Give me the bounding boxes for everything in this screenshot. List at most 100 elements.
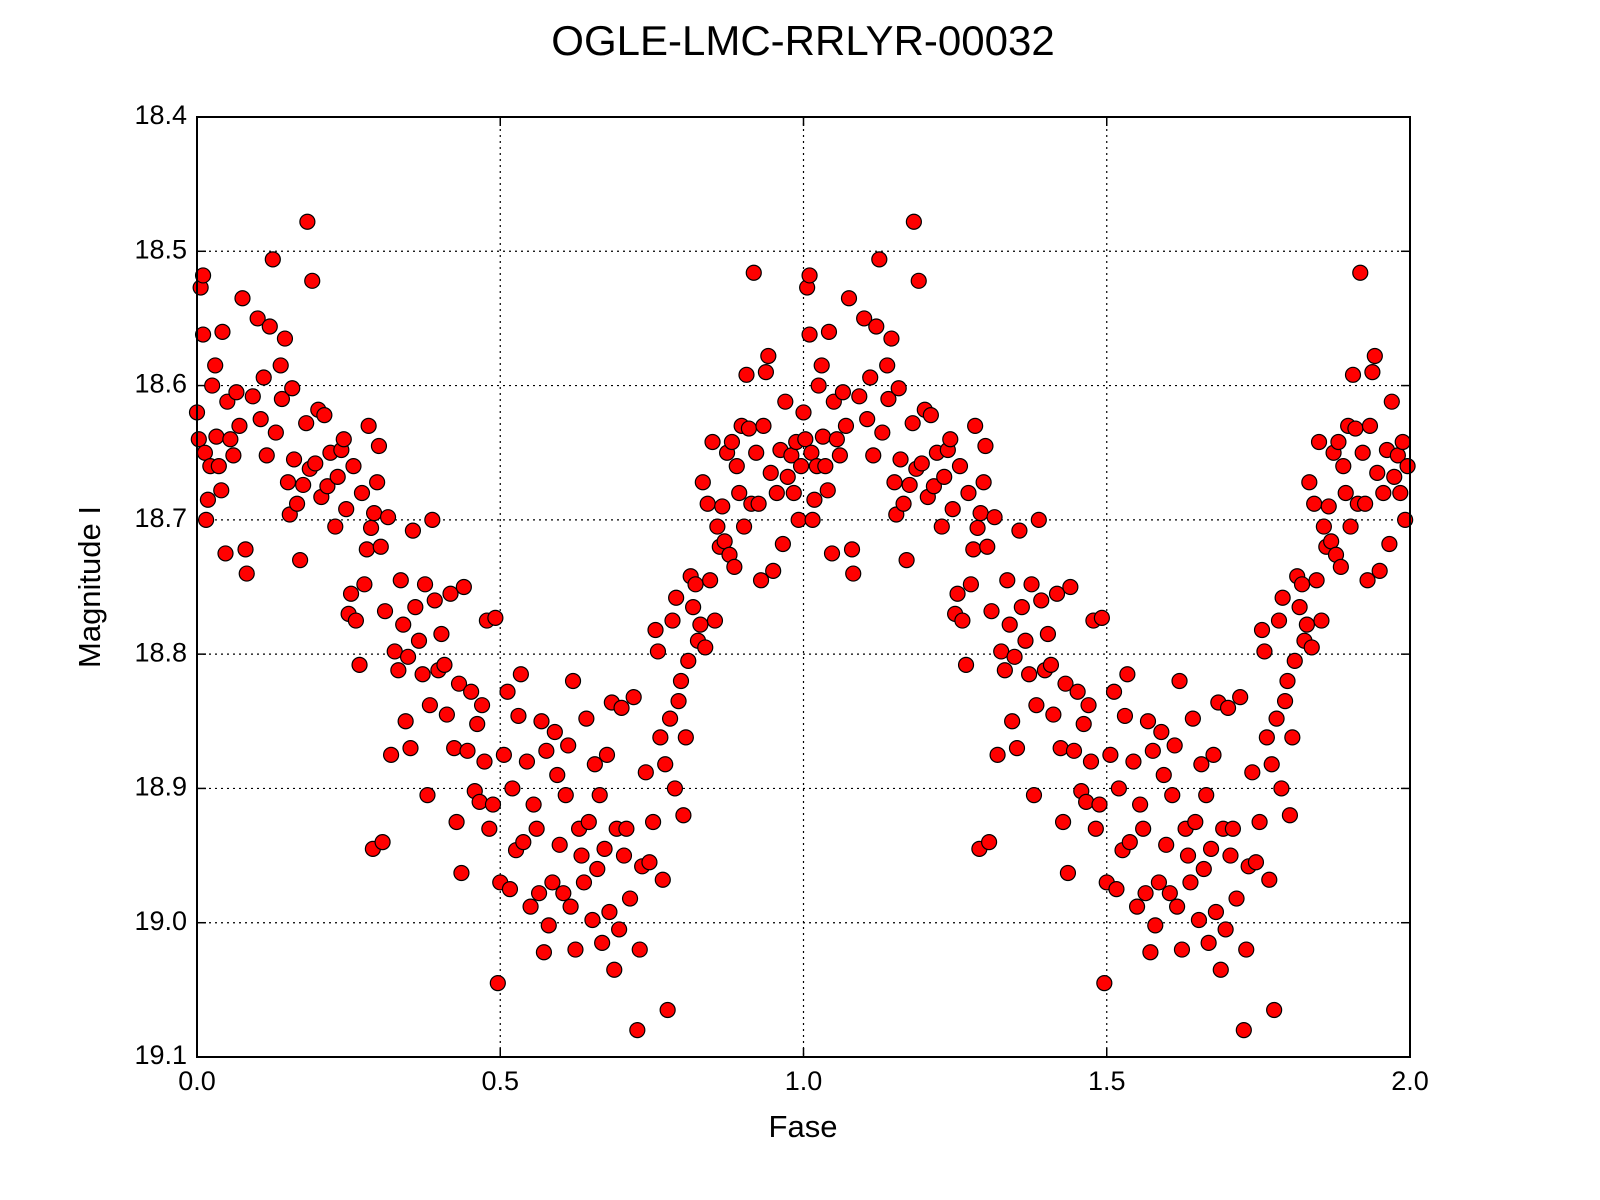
point: [1045, 706, 1062, 723]
point: [1096, 975, 1113, 992]
plot-frame: [196, 116, 1411, 1058]
point: [199, 491, 217, 508]
point: [672, 672, 690, 690]
point: [865, 447, 882, 464]
point: [1224, 820, 1242, 837]
point: [661, 710, 679, 727]
point: [244, 388, 261, 405]
point: [580, 813, 597, 831]
point: [362, 519, 380, 537]
point: [706, 612, 724, 629]
point: [949, 585, 966, 602]
point: [351, 656, 368, 673]
point: [898, 552, 915, 569]
point: [598, 746, 616, 763]
point: [1052, 740, 1069, 757]
point: [657, 756, 674, 773]
point: [1369, 464, 1386, 481]
point: [1132, 796, 1149, 813]
point: [499, 683, 516, 700]
point: [1001, 616, 1018, 633]
point: [426, 592, 443, 609]
point: [1276, 693, 1294, 710]
point: [1006, 648, 1023, 665]
point: [801, 326, 818, 343]
point: [755, 417, 772, 434]
point: [774, 535, 791, 553]
point: [1238, 941, 1255, 958]
point: [453, 864, 470, 882]
point: [704, 433, 721, 451]
point: [438, 706, 455, 723]
point: [740, 420, 758, 437]
point: [360, 417, 377, 434]
point: [851, 388, 868, 405]
point: [446, 740, 463, 757]
point: [560, 737, 577, 754]
point: [975, 474, 992, 491]
point: [716, 533, 733, 550]
point: [1069, 683, 1086, 700]
point: [1142, 944, 1159, 961]
point: [606, 961, 623, 978]
point: [573, 847, 590, 864]
point: [1137, 885, 1154, 902]
point: [701, 572, 719, 589]
point: [512, 666, 529, 683]
point: [996, 662, 1013, 679]
point: [1359, 572, 1376, 589]
y-axis-label: Magnitude I: [72, 506, 107, 668]
point: [578, 710, 595, 727]
point: [1315, 518, 1332, 535]
point: [1062, 578, 1079, 596]
point: [819, 482, 836, 499]
point: [1383, 393, 1400, 410]
point: [1155, 766, 1172, 784]
point: [1182, 874, 1199, 891]
point: [469, 715, 486, 733]
point: [416, 576, 434, 593]
point: [584, 911, 601, 929]
point: [828, 431, 845, 448]
point: [726, 558, 743, 575]
point: [618, 820, 635, 837]
point: [629, 1022, 646, 1039]
point: [668, 589, 685, 606]
point: [1190, 911, 1208, 929]
point: [654, 871, 671, 888]
point: [687, 576, 704, 593]
point: [1320, 498, 1337, 515]
point: [785, 484, 802, 502]
point: [204, 377, 221, 394]
point: [859, 411, 876, 428]
point: [777, 393, 794, 410]
point: [455, 578, 472, 596]
point: [967, 417, 984, 434]
point: [551, 836, 568, 853]
point: [335, 431, 352, 448]
point: [1108, 881, 1125, 898]
point: [913, 455, 930, 472]
point: [1207, 903, 1225, 921]
y-tick-label: 18.9: [134, 772, 187, 802]
point: [615, 847, 633, 864]
point: [546, 723, 563, 741]
point: [983, 603, 1000, 620]
point: [1048, 585, 1066, 602]
point: [255, 369, 272, 386]
point: [329, 468, 346, 485]
point: [207, 357, 224, 374]
point: [745, 264, 762, 281]
point: [1228, 890, 1245, 907]
point: [1013, 599, 1030, 616]
point: [194, 267, 212, 284]
y-tick-label: 18.4: [134, 100, 187, 130]
point: [562, 898, 579, 915]
point: [980, 834, 998, 851]
point: [1195, 860, 1212, 878]
point: [319, 478, 336, 495]
chart-title: OGLE-LMC-RRLYR-00032: [551, 17, 1054, 64]
point: [649, 643, 667, 660]
point: [1028, 697, 1045, 714]
